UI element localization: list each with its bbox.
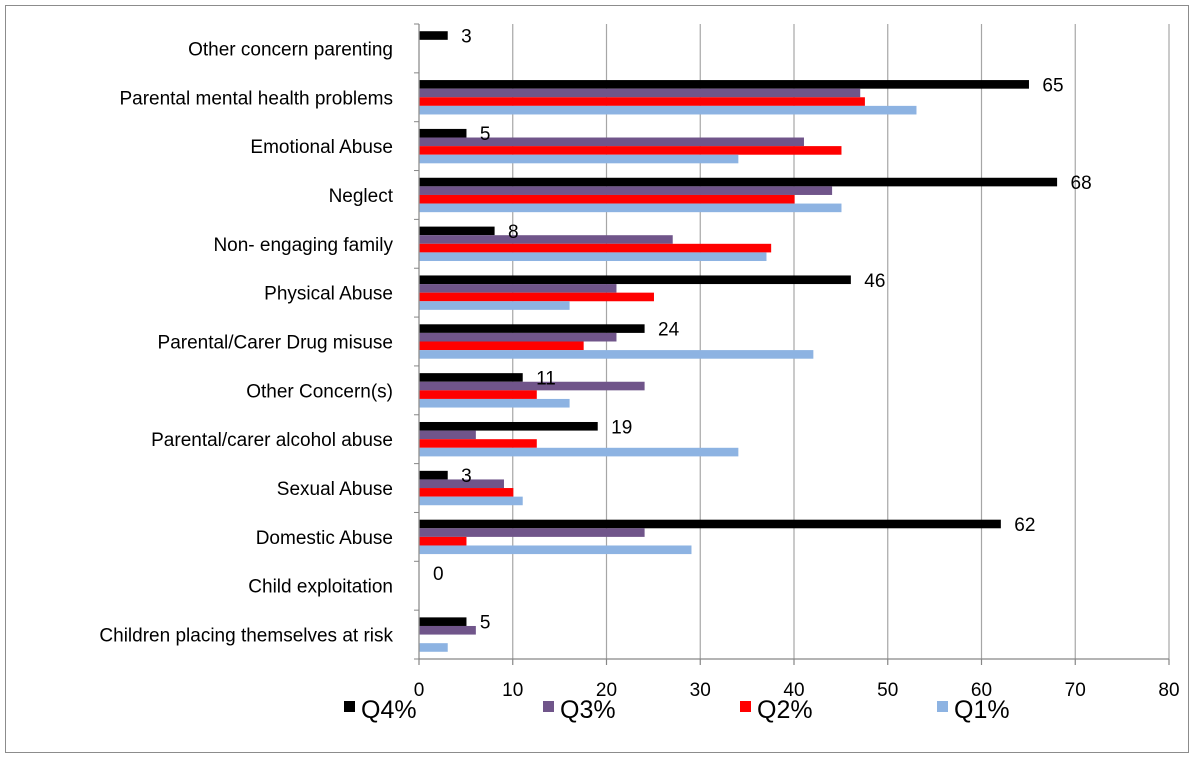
- bar-q3: [419, 332, 617, 342]
- category-label: Sexual Abuse: [277, 479, 393, 500]
- data-label: 5: [480, 613, 491, 634]
- data-label: 11: [536, 368, 556, 389]
- bar-q1: [419, 496, 523, 506]
- legend-swatch: [740, 701, 751, 712]
- bar-q1: [419, 447, 739, 457]
- data-label: 68: [1071, 173, 1092, 194]
- bar-q2: [419, 97, 865, 106]
- x-tick-label: 30: [690, 680, 711, 701]
- bar-q4: [419, 177, 1058, 187]
- bar-q4: [419, 421, 598, 431]
- category-label: Other Concern(s): [246, 381, 393, 402]
- x-tick-label: 60: [971, 680, 992, 701]
- axes: [414, 23, 1170, 665]
- bar-q4: [419, 470, 448, 480]
- category-labels: Other concern parenting Parental mental h…: [99, 39, 393, 646]
- x-tick-label: 40: [783, 680, 804, 701]
- bar-q4: [419, 128, 467, 138]
- legend-swatch: [344, 701, 355, 712]
- x-tick-label: 80: [1158, 680, 1179, 701]
- bar-q1: [419, 643, 448, 652]
- bar-q2: [419, 243, 772, 253]
- bar-q1: [419, 301, 570, 310]
- bar-q3: [419, 479, 504, 489]
- data-label: 8: [508, 222, 519, 243]
- category-label: Other concern parenting: [188, 39, 393, 60]
- bar-q4: [419, 226, 495, 236]
- bar-q3: [419, 235, 673, 244]
- x-tick-label: 10: [502, 680, 523, 701]
- category-label: Child exploitation: [248, 577, 393, 598]
- bar-q4: [419, 617, 467, 626]
- bar-q3: [419, 88, 861, 98]
- category-label: Parental/Carer Drug misuse: [158, 333, 393, 354]
- x-tick-label: 70: [1065, 680, 1086, 701]
- data-label: 0: [433, 564, 444, 585]
- bar-q2: [419, 488, 514, 497]
- category-label: Neglect: [329, 186, 394, 207]
- bar-q4: [419, 519, 1001, 529]
- bar-q2: [419, 390, 537, 399]
- legend: Q4% Q3% Q2% Q1%: [344, 696, 1010, 724]
- bar-q1: [419, 350, 814, 359]
- bar-q1: [419, 545, 692, 555]
- chart-frame: [5, 5, 1189, 753]
- data-label: 24: [658, 320, 680, 341]
- category-label: Domestic Abuse: [256, 528, 393, 549]
- bar-q2: [419, 146, 842, 155]
- data-label: 65: [1042, 75, 1063, 96]
- bar-q1: [419, 203, 842, 213]
- bar-q1: [419, 105, 917, 115]
- data-label: 46: [864, 271, 885, 292]
- legend-label: Q3%: [560, 696, 616, 724]
- data-label: 5: [480, 124, 491, 145]
- category-label: Non- engaging family: [213, 235, 393, 256]
- data-label: 3: [461, 466, 472, 487]
- bar-q4: [419, 31, 448, 40]
- legend-label: Q2%: [757, 696, 813, 724]
- bar-q3: [419, 625, 476, 635]
- category-label: Children placing themselves at risk: [99, 626, 393, 647]
- bar-q3: [419, 284, 617, 293]
- bar-q1: [419, 154, 739, 164]
- legend-label: Q4%: [361, 696, 417, 724]
- bar-q2: [419, 194, 795, 204]
- bar-q3: [419, 186, 833, 195]
- category-label: Physical Abuse: [264, 284, 393, 305]
- bar-q2: [419, 439, 537, 448]
- legend-swatch: [543, 701, 554, 712]
- data-labels: 3 65 5 68 8 46 24 11 19 3 62 0 5: [433, 27, 1092, 634]
- bar-q2: [419, 536, 467, 546]
- data-label: 19: [611, 417, 632, 438]
- legend-label: Q1%: [954, 696, 1010, 724]
- bar-q4: [419, 80, 1029, 89]
- x-tick-labels: 0 10 20 30 40 50 60 70 80: [414, 680, 1180, 701]
- bar-q3: [419, 430, 476, 440]
- data-label: 3: [461, 27, 472, 48]
- legend-swatch: [937, 701, 948, 712]
- bar-q4: [419, 373, 523, 382]
- x-tick-label: 20: [596, 680, 617, 701]
- bar-q2: [419, 292, 654, 302]
- x-tick-label: 50: [877, 680, 898, 701]
- bar-q2: [419, 341, 584, 351]
- category-label: Parental mental health problems: [119, 88, 393, 109]
- category-label: Parental/carer alcohol abuse: [151, 430, 393, 451]
- x-tick-label: 0: [414, 680, 425, 701]
- bar-q1: [419, 252, 767, 262]
- bar-q1: [419, 398, 570, 408]
- bar-q4: [419, 275, 851, 285]
- bars: [419, 31, 1058, 652]
- bar-q3: [419, 528, 645, 537]
- bar-q3: [419, 381, 645, 391]
- bar-q4: [419, 324, 645, 333]
- data-label: 62: [1014, 515, 1035, 536]
- category-label: Emotional Abuse: [250, 137, 393, 158]
- bar-q3: [419, 137, 804, 147]
